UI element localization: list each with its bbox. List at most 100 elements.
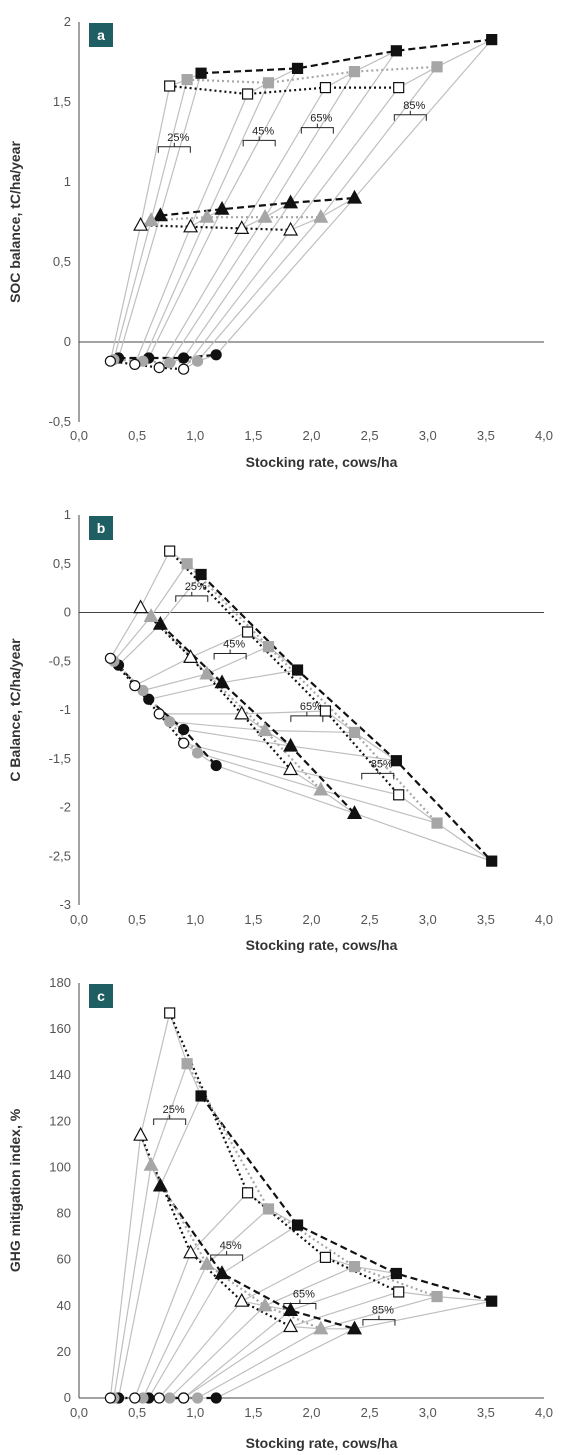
data-point [191, 1392, 204, 1404]
data-point [137, 684, 149, 697]
y-tick-label: 0 [64, 334, 71, 349]
data-point [133, 1126, 149, 1141]
y-tick-label: 0,5 [53, 556, 71, 571]
stocking-connector [109, 1012, 171, 1399]
y-tick-label: 0,5 [53, 254, 71, 269]
data-point [348, 1260, 361, 1273]
data-point [319, 81, 332, 94]
y-axis-title: GHG mitigation index, % [7, 1108, 23, 1272]
chart-panel-b: -3 -2,5 -2 -1,5 -1 -0,5 0 0,5 1 0,0 0,5 1,0 1,5 2,0 2,… [0, 490, 564, 960]
data-point [390, 755, 402, 767]
panel-label: a [97, 27, 105, 43]
y-tick-label: -1 [59, 702, 71, 717]
bracket [361, 769, 395, 780]
data-point [129, 1392, 141, 1404]
data-point [486, 855, 498, 867]
panel-label: c [97, 988, 105, 1004]
y-tick-label: -2,5 [49, 848, 71, 863]
x-tick-label: 3,5 [477, 912, 495, 927]
data-point [348, 726, 361, 739]
data-point [178, 723, 190, 736]
data-point [431, 1290, 443, 1303]
bracket-label: 85% [371, 758, 393, 770]
data-point [153, 708, 165, 720]
bracket-label: 85% [372, 1305, 394, 1317]
series-line [151, 216, 321, 222]
x-tick-label: 1,0 [186, 912, 204, 927]
y-axis-title: SOC balance, tC/ha/year [7, 141, 23, 303]
data-point [241, 1187, 254, 1199]
data-point [431, 61, 443, 73]
data-point [181, 73, 193, 86]
data-point [195, 1090, 207, 1102]
data-point [210, 759, 222, 772]
x-tick-label: 3,5 [477, 428, 495, 443]
x-axis-title: Stocking rate, cows/ha [246, 454, 398, 470]
data-point [348, 65, 361, 78]
series-line [168, 1012, 400, 1293]
bracket [300, 123, 334, 134]
x-tick-label: 2,5 [361, 912, 379, 927]
data-point [347, 805, 363, 819]
data-point [143, 693, 155, 705]
data-point [234, 220, 250, 234]
bracket-label: 25% [167, 132, 189, 144]
y-tick-label: 1 [64, 507, 71, 522]
data-point [164, 357, 176, 369]
y-tick-label: 0 [64, 1390, 71, 1405]
data-point [347, 1320, 363, 1335]
y-tick-label: 160 [49, 1021, 71, 1036]
data-point [283, 194, 299, 209]
data-point [195, 568, 207, 581]
data-point [164, 1392, 176, 1404]
data-point [257, 1297, 273, 1312]
x-tick-label: 2,0 [302, 912, 320, 927]
data-point [183, 649, 199, 663]
data-point [214, 674, 230, 689]
x-tick-label: 0,5 [128, 1405, 146, 1420]
data-point [313, 1320, 329, 1335]
bracket-label: 25% [163, 1104, 185, 1116]
data-point [210, 349, 222, 361]
data-point [191, 355, 204, 367]
data-point [234, 1292, 250, 1307]
data-point [393, 1286, 405, 1298]
data-point [164, 1007, 176, 1019]
x-tick-label: 1,5 [244, 912, 262, 927]
series-line [110, 360, 184, 371]
data-point [214, 1265, 230, 1280]
data-point [241, 626, 254, 638]
bracket-label: 65% [293, 1288, 315, 1300]
x-tick-label: 1,0 [186, 1405, 204, 1420]
bracket [242, 136, 276, 147]
bracket-label: 85% [403, 100, 425, 112]
series-line [201, 38, 492, 75]
data-point [431, 817, 443, 829]
x-tick-label: 1,0 [186, 428, 204, 443]
x-tick-label: 4,0 [535, 428, 553, 443]
data-point [178, 352, 190, 364]
x-tick-label: 1,5 [244, 1405, 262, 1420]
data-point [181, 1058, 193, 1070]
data-point [257, 722, 273, 737]
data-point [262, 1203, 275, 1215]
x-tick-label: 0,0 [70, 912, 88, 927]
bracket [157, 142, 191, 153]
x-tick-label: 2,5 [361, 428, 379, 443]
y-tick-label: 20 [57, 1344, 71, 1359]
bracket-label: 65% [300, 701, 322, 713]
connector-line [398, 39, 492, 89]
y-axis-title: C Balance, tC/ha/year [7, 638, 23, 782]
series-line [168, 550, 400, 796]
series-line [159, 623, 356, 815]
y-tick-label: -0,5 [49, 414, 71, 429]
data-point [153, 362, 165, 374]
data-point [178, 1392, 190, 1404]
bracket-label: 45% [220, 1240, 242, 1252]
y-tick-label: -1,5 [49, 751, 71, 766]
x-tick-label: 4,0 [535, 912, 553, 927]
y-tick-label: 1 [64, 174, 71, 189]
bracket [213, 649, 247, 660]
data-point [133, 216, 149, 231]
data-point [241, 88, 254, 100]
